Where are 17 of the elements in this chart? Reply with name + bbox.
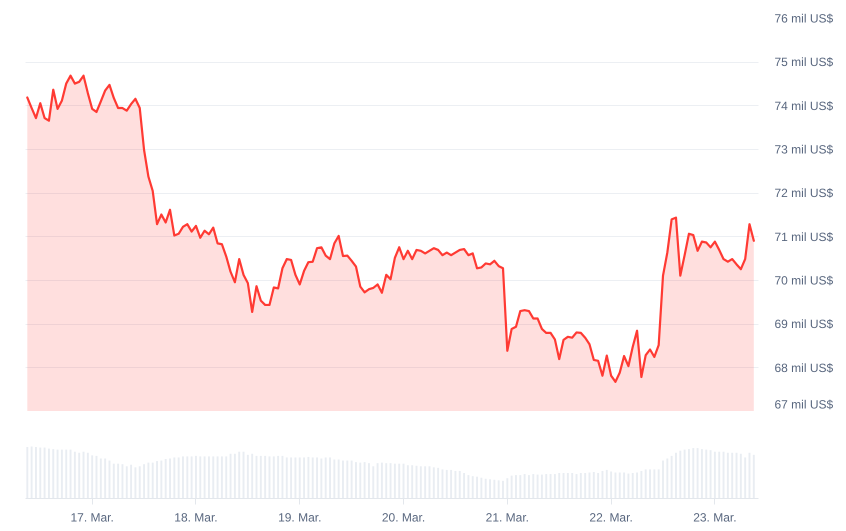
y-tick-label: 72 mil US$ xyxy=(774,186,834,200)
y-tick-label: 67 mil US$ xyxy=(774,398,834,412)
x-tick-label: 18. Mar. xyxy=(174,510,218,524)
x-tick-label: 22. Mar. xyxy=(589,510,633,524)
x-tick-label: 21. Mar. xyxy=(486,510,529,524)
y-tick-label: 68 mil US$ xyxy=(774,360,834,375)
y-tick-label: 74 mil US$ xyxy=(774,98,834,113)
x-tick-label: 23. Mar. xyxy=(693,510,737,524)
y-tick-label: 75 mil US$ xyxy=(774,55,834,70)
x-tick-label: 20. Mar. xyxy=(382,510,426,524)
x-tick-label: 19. Mar. xyxy=(278,510,322,524)
y-tick-label: 70 mil US$ xyxy=(774,274,834,288)
y-tick-label: 71 mil US$ xyxy=(774,230,834,244)
y-tick-label: 73 mil US$ xyxy=(774,142,834,156)
x-tick-label: 17. Mar. xyxy=(70,510,114,524)
y-tick-label: 69 mil US$ xyxy=(774,317,834,332)
y-tick-label: 76 mil US$ xyxy=(774,12,834,26)
